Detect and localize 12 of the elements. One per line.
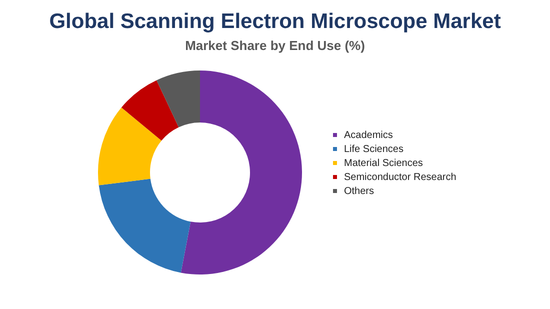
legend-label: Semiconductor Research: [344, 172, 456, 183]
donut-slice: [121, 80, 179, 141]
chart-subtitle: Market Share by End Use (%): [185, 38, 365, 53]
legend-label: Academics: [344, 130, 393, 141]
donut-slice: [98, 178, 191, 273]
legend-label: Material Sciences: [344, 158, 423, 169]
donut-slice: [98, 107, 162, 186]
donut-slice: [180, 70, 302, 274]
donut-slice: [156, 70, 200, 128]
legend-label: Others: [344, 186, 374, 197]
chart-title: Global Scanning Electron Microscope Market: [49, 10, 501, 33]
legend-label: Life Sciences: [344, 144, 404, 155]
